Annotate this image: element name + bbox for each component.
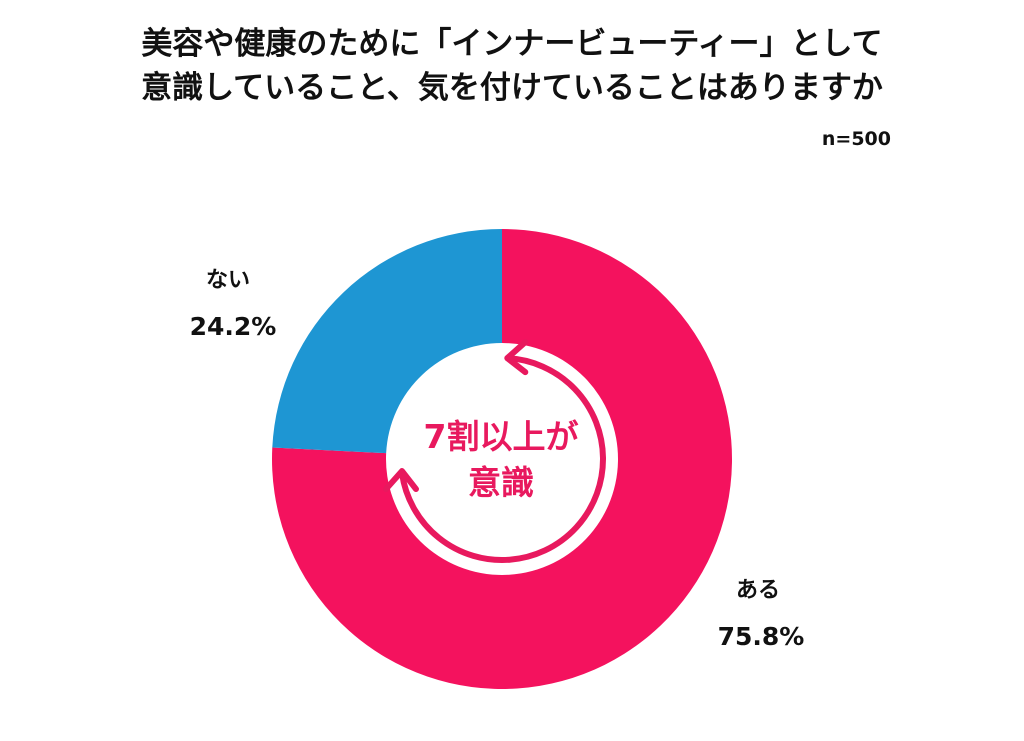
circular-arrow-icon (399, 355, 606, 563)
slice-aru (271, 229, 732, 689)
slice-nai (272, 229, 502, 454)
center-note: 7割以上が 意識 (401, 414, 601, 506)
slice-value-aru: 75.8% (717, 622, 805, 651)
center-note-line-1: 7割以上が (423, 417, 579, 456)
slice-label-nai: ない (205, 268, 250, 293)
sample-size: n=500 (821, 128, 891, 150)
title-line-1: 美容や健康のために「インナービューティー」として (141, 26, 883, 62)
slice-label-aru: ある (735, 578, 780, 603)
title-line-2: 意識していること、気を付けていることはありますか (141, 70, 883, 106)
center-note-line-2: 意識 (468, 463, 534, 502)
arrowhead-icon-2 (382, 468, 419, 493)
chart-title: 美容や健康のために「インナービューティー」として 意識していること、気を付けてい… (0, 22, 1024, 110)
arrowhead-icon-1 (504, 339, 529, 376)
slice-value-nai: 24.2% (189, 312, 277, 341)
